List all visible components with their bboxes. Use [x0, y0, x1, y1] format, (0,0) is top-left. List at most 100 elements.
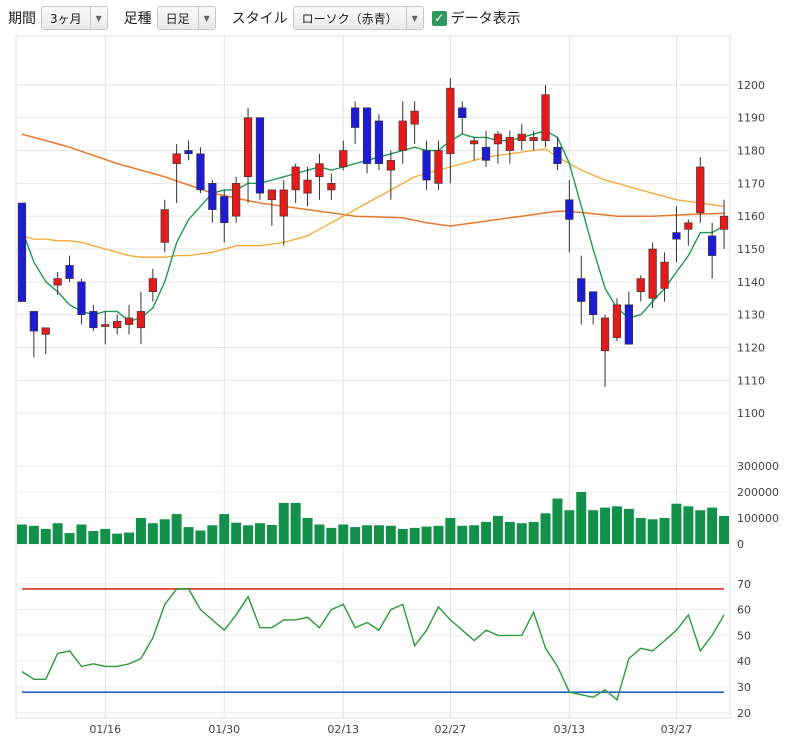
candle-body [220, 196, 229, 224]
volume-bar [350, 527, 361, 544]
volume-bar [481, 521, 492, 544]
foot-select-value: 日足 [165, 11, 190, 26]
candle-body [101, 324, 110, 327]
volume-bar [338, 524, 349, 544]
candle-body [493, 133, 503, 145]
toolbar: 期間 3ヶ月 ▼ 足種 日足 ▼ スタイル ローソク（赤青） ▼ ✓ データ表示 [0, 0, 800, 36]
candle-body [529, 137, 538, 141]
checkmark-icon: ✓ [431, 10, 447, 26]
period-select[interactable]: 3ヶ月 ▼ [41, 6, 108, 30]
candle-body [327, 183, 336, 191]
volume-bar [183, 527, 194, 544]
show-data-checkbox[interactable]: ✓ データ表示 [431, 8, 521, 28]
volume-bar [707, 507, 718, 544]
price-tick-label: 1170 [737, 177, 765, 190]
candle-body [612, 304, 622, 338]
volume-bar [64, 533, 75, 544]
candle-body [719, 215, 729, 230]
volume-bar [385, 525, 396, 544]
volume-bar [635, 518, 646, 544]
price-tick-label: 1160 [737, 210, 765, 223]
volume-tick-label: 200000 [737, 486, 779, 499]
candle-body [422, 150, 431, 181]
volume-bar [540, 513, 551, 544]
candle-body [339, 150, 348, 168]
candle-body [315, 163, 324, 178]
candle-body [113, 320, 122, 329]
rsi-line [21, 588, 725, 702]
candle-body [565, 199, 574, 220]
volume-bar [52, 523, 63, 544]
volume-bar [504, 521, 515, 544]
volume-bar [647, 519, 658, 544]
x-tick-label: 01/16 [89, 723, 121, 736]
volume-bar [254, 523, 265, 544]
candle-body [636, 278, 645, 292]
chevron-down-icon: ▼ [405, 7, 423, 29]
candle-body [660, 261, 669, 289]
volume-bar [397, 528, 408, 544]
style-select-value: ローソク（赤青） [301, 11, 398, 26]
chart-frame [15, 35, 731, 719]
volume-bar [124, 532, 135, 544]
candle-body [89, 311, 98, 329]
volume-bar [302, 518, 313, 544]
volume-bar [671, 503, 682, 544]
volume-bar [623, 508, 634, 544]
price-tick-label: 1110 [737, 374, 765, 387]
candle-body [196, 153, 205, 191]
price-tick-label: 1180 [737, 145, 765, 158]
rsi-tick-label: 20 [737, 707, 751, 720]
volume-bar [16, 524, 27, 544]
period-select-value: 3ヶ月 [50, 11, 82, 26]
candle-body [398, 120, 407, 151]
candle-body [362, 107, 372, 164]
volume-tick-label: 100000 [737, 512, 779, 525]
candle-body [232, 183, 241, 217]
volume-bar [552, 498, 563, 544]
candle-body [208, 183, 217, 210]
volume-bar [171, 514, 182, 544]
candle-body [124, 317, 134, 325]
volume-bar [266, 525, 277, 544]
candle-body [553, 146, 562, 164]
volume-bar [576, 492, 587, 544]
candle-body [505, 137, 514, 151]
candle-body [648, 248, 657, 299]
volume-bar [469, 525, 480, 544]
candle-body [267, 189, 276, 201]
candle-body [17, 202, 27, 302]
volume-bar [40, 528, 51, 544]
style-select[interactable]: ローソク（赤青） ▼ [292, 6, 424, 30]
volume-bar [147, 523, 158, 544]
rsi-tick-label: 40 [737, 655, 751, 668]
volume-bar [243, 525, 254, 544]
candle-body [172, 153, 181, 164]
candle-body [696, 166, 705, 214]
volume-bar [326, 527, 337, 544]
period-label: 期間 [8, 11, 36, 27]
rsi-tick-label: 50 [737, 629, 751, 642]
candle-body [541, 94, 550, 141]
candle-body [53, 278, 62, 286]
volume-bar [421, 526, 432, 544]
candle-body [589, 291, 598, 315]
volume-bar [445, 518, 456, 544]
candle-body [624, 304, 633, 345]
candle-body [351, 107, 360, 128]
rsi-tick-label: 30 [737, 681, 751, 694]
ma-mid-line [21, 148, 725, 258]
candle-body [243, 117, 253, 178]
volume-bar [409, 527, 420, 544]
volume-bar [159, 519, 170, 544]
candle-body [255, 117, 265, 194]
candle-body [41, 327, 50, 335]
volume-bar [290, 502, 301, 544]
foot-select[interactable]: 日足 ▼ [156, 6, 216, 30]
chevron-down-icon: ▼ [197, 7, 215, 29]
candle-body [303, 179, 312, 194]
x-tick-label: 01/30 [208, 723, 240, 736]
volume-bar [719, 515, 730, 544]
candle-body [672, 232, 681, 240]
